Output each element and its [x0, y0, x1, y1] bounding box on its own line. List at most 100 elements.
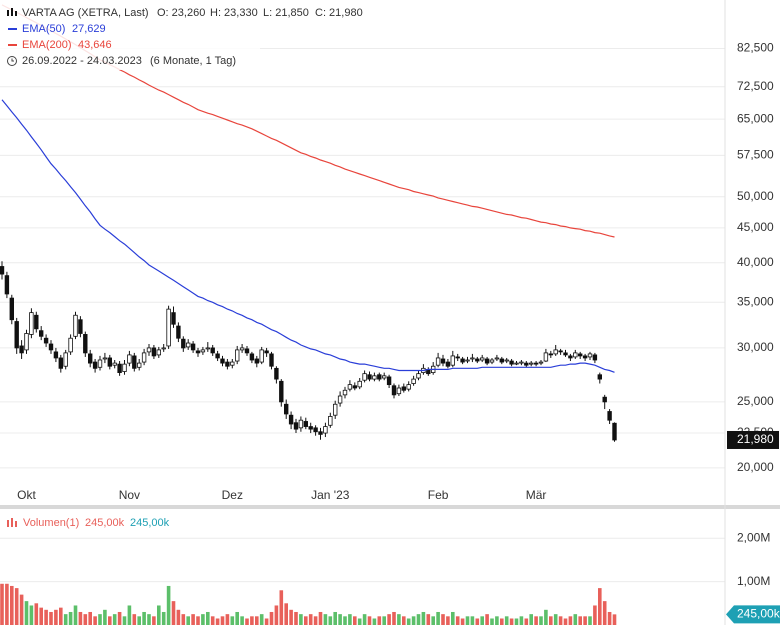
period: (6 Monate, 1 Tag) — [150, 55, 236, 67]
volume-bar — [240, 616, 244, 625]
candle-body — [607, 411, 612, 421]
last-price-tag — [727, 430, 779, 449]
candle-body — [254, 358, 259, 364]
candle-body — [190, 343, 196, 351]
volume-bar — [279, 590, 284, 625]
candle-body — [146, 347, 152, 353]
volume-bar — [0, 583, 4, 625]
volume-bar — [166, 585, 171, 625]
x-tick-label: Dez — [222, 488, 243, 502]
y-tick-label: 45,000 — [737, 220, 774, 234]
candle-body — [372, 375, 377, 380]
volume-bar — [93, 616, 97, 625]
volume-bar — [44, 609, 48, 625]
volume-bar — [63, 614, 68, 625]
candle-body — [450, 355, 455, 366]
x-tick-label: Nov — [119, 488, 140, 502]
volume-bar — [142, 611, 146, 625]
volume-bar — [558, 616, 563, 625]
volume-bar — [313, 616, 318, 625]
candle-body — [136, 362, 142, 368]
y-tick-label: 57,500 — [737, 148, 774, 162]
candle-body — [548, 353, 553, 356]
volume-bar — [108, 616, 112, 625]
y-tick-label: 30,000 — [737, 340, 774, 354]
y-tick-label: 20,000 — [737, 460, 774, 474]
quote-low: L: 21,850 — [263, 7, 309, 19]
candle-body — [225, 361, 230, 367]
candle-body — [63, 352, 68, 367]
y-tick-label: 72,500 — [737, 79, 774, 93]
date-range: 26.09.2022 - 24.03.2023 — [22, 55, 142, 67]
volume-bar — [103, 609, 107, 625]
volume-bar — [318, 611, 323, 625]
volume-bar — [529, 614, 533, 625]
legend-background — [0, 0, 260, 70]
volume-bar — [54, 609, 58, 625]
volume-bar — [88, 611, 92, 625]
volume-bar — [602, 601, 607, 625]
candle-body — [239, 347, 245, 351]
candle-body — [563, 352, 568, 356]
volume-bar — [255, 616, 259, 625]
candle-body — [14, 321, 19, 349]
candle-body — [234, 349, 240, 362]
candle-body — [161, 347, 166, 350]
volume-bar — [220, 616, 225, 625]
volume-bar — [49, 611, 53, 625]
volume-bar — [495, 616, 499, 625]
candle-body — [4, 275, 10, 295]
volume-bar — [539, 616, 543, 625]
candle-body — [612, 422, 617, 441]
quote-close: C: 21,980 — [315, 7, 363, 19]
volume-bar — [524, 618, 529, 625]
x-tick-label: Jan '23 — [311, 488, 350, 502]
legend-value: 27,629 — [72, 23, 106, 35]
candle-body — [58, 357, 63, 369]
volume-bar — [122, 616, 127, 625]
candle-body — [484, 358, 490, 364]
candle-body — [249, 353, 255, 361]
volume-bar — [215, 618, 220, 625]
volume-bar — [357, 618, 362, 625]
y-tick-label: 82,500 — [737, 41, 774, 55]
volume-bar — [465, 616, 470, 625]
volume-bar — [152, 616, 156, 625]
volume-bar — [553, 614, 558, 625]
candle-body — [24, 333, 29, 351]
candle-body — [381, 375, 387, 379]
candle-body — [279, 380, 284, 403]
volume-legend: Volumen(1) 245,00k 245,00k — [7, 517, 170, 529]
y-tick-label: 25,000 — [737, 394, 774, 408]
clock-icon — [7, 56, 17, 66]
candle-icon — [7, 8, 17, 16]
candle-body — [337, 395, 343, 404]
candle-body — [53, 351, 59, 359]
volume-bar — [485, 614, 489, 625]
candle-body — [200, 349, 206, 353]
candle-body — [151, 347, 157, 357]
volume-bar — [112, 614, 117, 625]
candle-body — [117, 363, 122, 373]
volume-bar — [387, 614, 391, 625]
volume-bar — [147, 614, 151, 625]
volume-bar — [480, 616, 484, 625]
candle-body — [470, 357, 475, 360]
candle-body — [328, 416, 333, 426]
volume-bar — [191, 614, 195, 625]
candle-body — [220, 358, 225, 364]
x-tick-label: Feb — [428, 488, 449, 502]
candle-body — [48, 343, 54, 351]
volume-bar — [593, 605, 597, 625]
candle-body — [318, 431, 323, 435]
candle-body — [347, 384, 353, 390]
volume-bar — [235, 611, 239, 625]
volume-bar — [568, 616, 573, 625]
candle-body — [538, 361, 544, 364]
candle-body — [166, 308, 171, 347]
candle-body — [455, 356, 460, 359]
candle-body — [283, 403, 289, 415]
candle-body — [88, 353, 93, 364]
candle-body — [78, 319, 83, 334]
volume-bar — [14, 588, 19, 625]
